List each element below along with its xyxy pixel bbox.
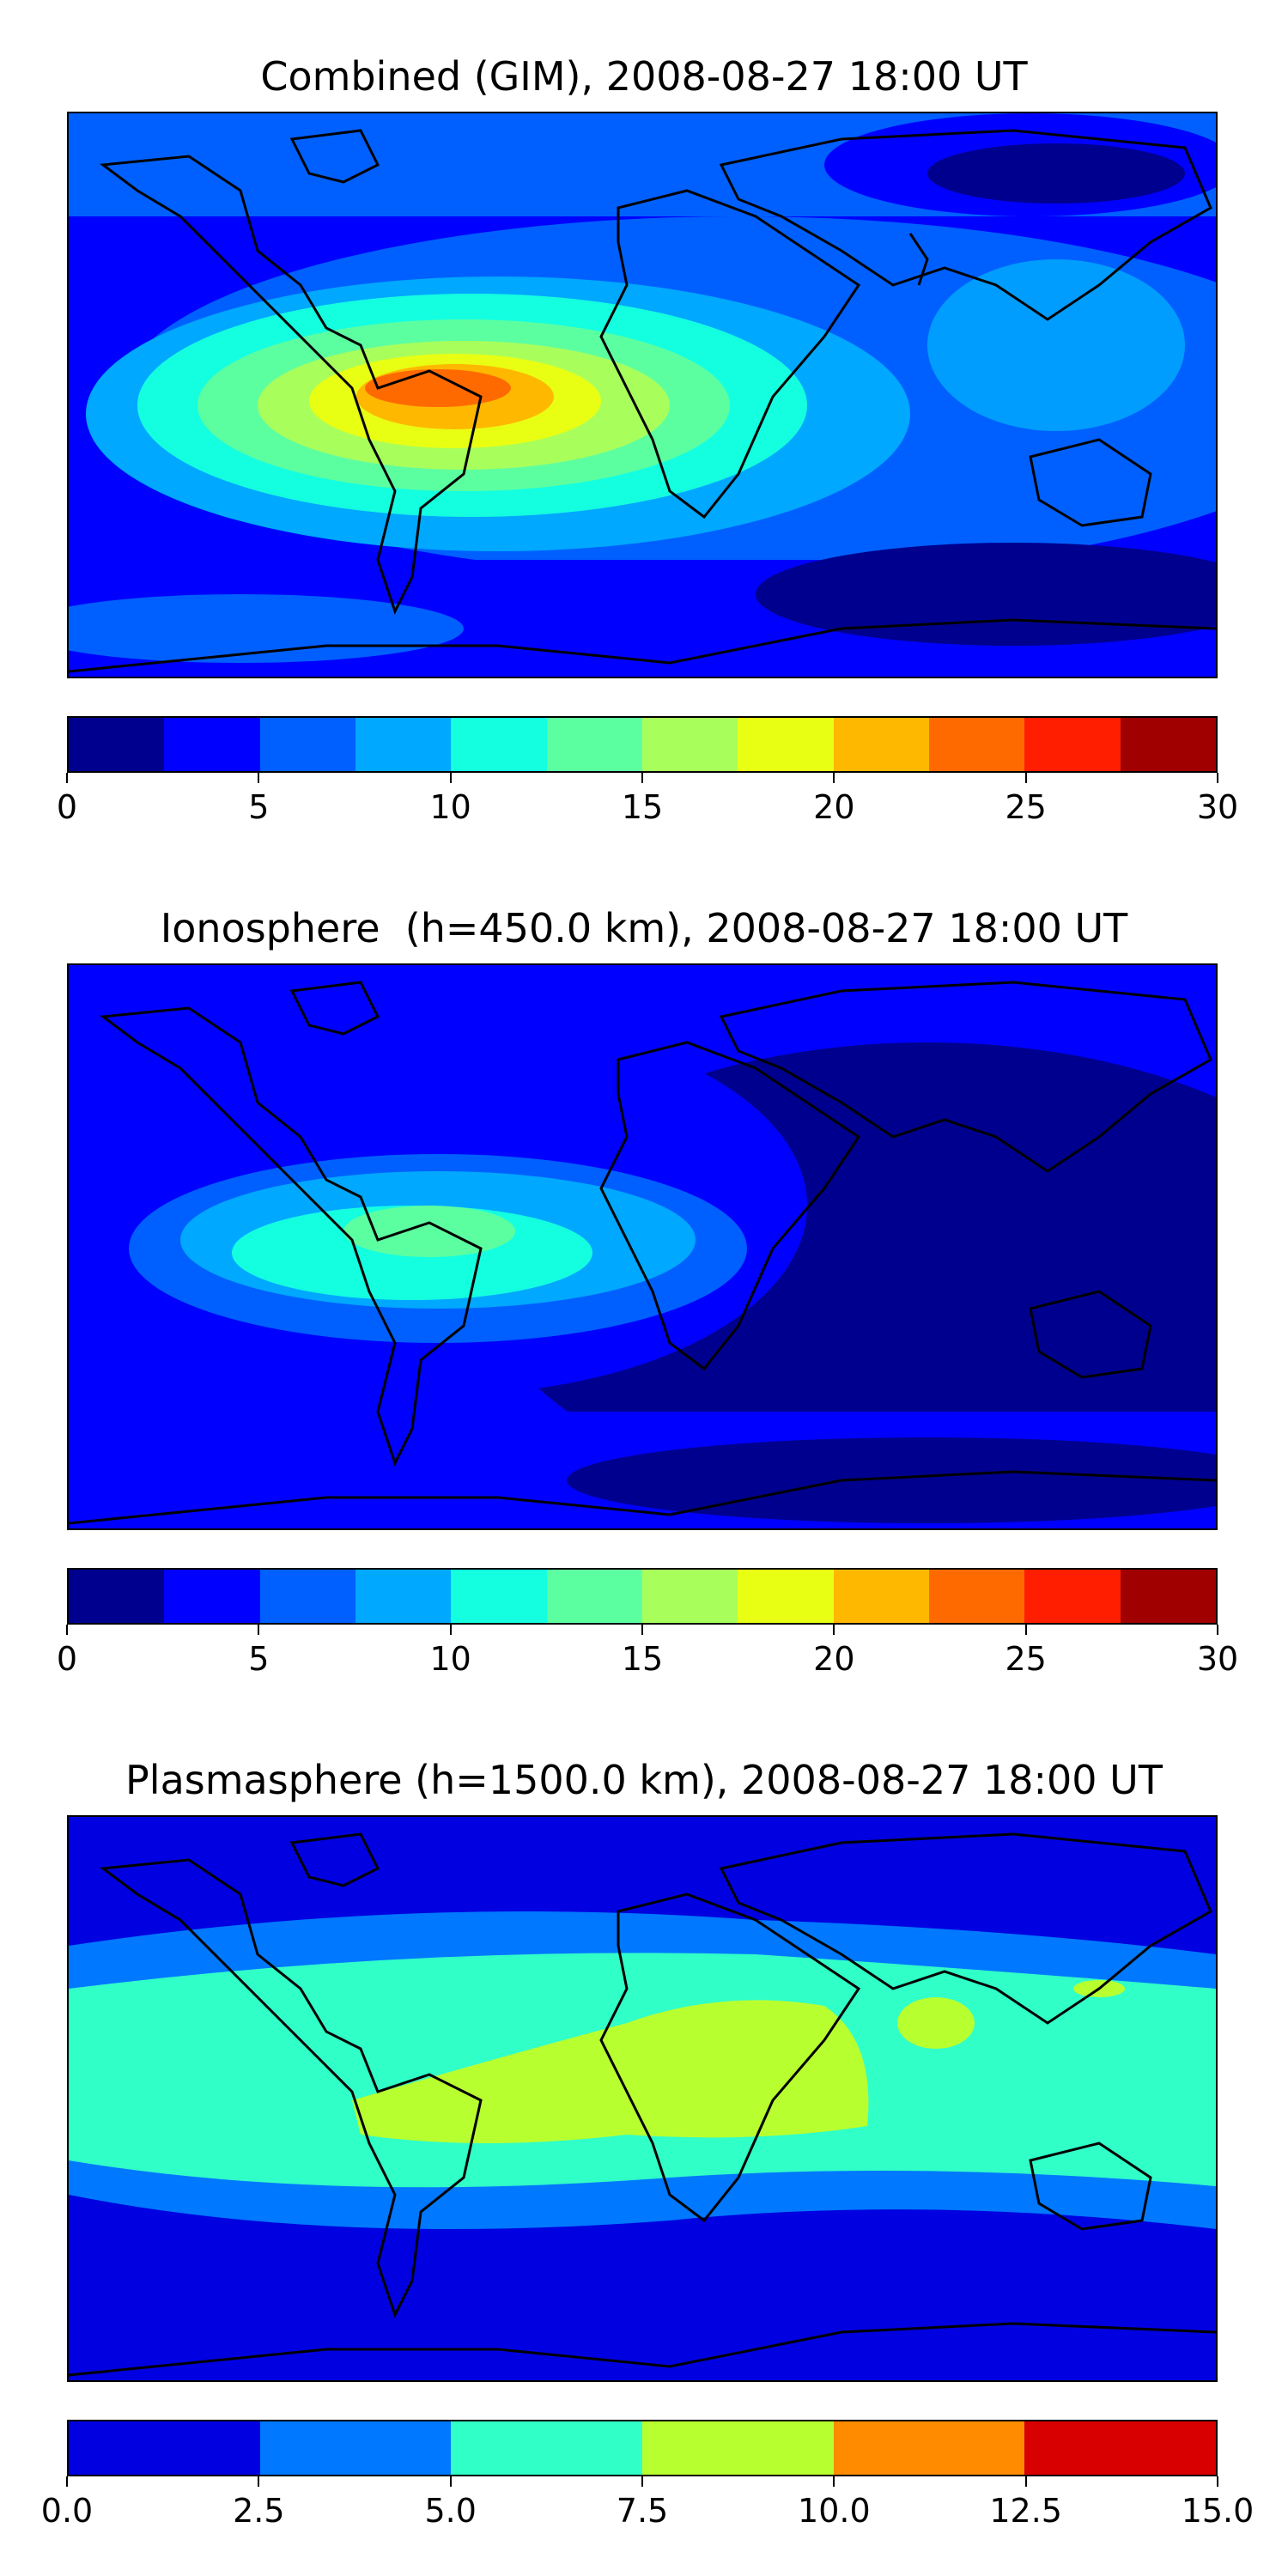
map-combined xyxy=(67,112,1218,678)
colorbar-tick-mark xyxy=(1217,2476,1218,2487)
map-title: Ionosphere (h=450.0 km), 2008-08-27 18:0… xyxy=(160,905,1128,951)
colorbar-segment xyxy=(1024,1570,1121,1623)
colorbar-segment xyxy=(928,1570,1025,1623)
colorbar-tick-mark xyxy=(641,2476,643,2487)
colorbar-combined xyxy=(67,716,1218,773)
colorbar-tick-mark xyxy=(1217,773,1218,783)
colorbar-tick-mark xyxy=(1024,773,1027,783)
colorbar-tick-mark xyxy=(258,1625,260,1635)
colorbar-segment xyxy=(738,1570,834,1623)
colorbar-ticks-ionosphere: 0 5 10 15 20 25 30 xyxy=(57,1625,1238,1678)
colorbar-segment xyxy=(69,718,165,771)
colorbar-tick-label: 5 xyxy=(248,788,270,826)
map-title: Combined (GIM), 2008-08-27 18:00 UT xyxy=(260,53,1028,100)
colorbar-tick-label: 7.5 xyxy=(616,2492,669,2530)
colorbar-tick-label: 2.5 xyxy=(233,2492,285,2530)
tec-map-ionosphere xyxy=(69,965,1216,1528)
colorbar-segment xyxy=(1120,1570,1216,1623)
colorbar-segment xyxy=(546,718,642,771)
colorbar-segment xyxy=(451,1570,547,1623)
colorbar-tick-mark xyxy=(641,1625,643,1635)
colorbar-segment xyxy=(546,1570,642,1623)
colorbar-segment xyxy=(451,718,547,771)
colorbar-tick-label: 12.5 xyxy=(989,2492,1062,2530)
colorbar-tick-label: 25 xyxy=(1005,1640,1047,1678)
colorbar-segment xyxy=(1024,2421,1217,2475)
colorbar-tick-mark xyxy=(1024,1625,1027,1635)
colorbar-tick-label: 20 xyxy=(813,788,855,826)
colorbar-segment xyxy=(738,718,834,771)
colorbar-tick-mark xyxy=(641,773,643,783)
colorbar-tick-label: 30 xyxy=(1196,788,1239,826)
colorbar-tick-mark xyxy=(258,2476,260,2487)
colorbar-tick-mark xyxy=(258,773,260,783)
map-ionosphere xyxy=(67,963,1218,1530)
colorbar-tick-mark xyxy=(66,2476,68,2487)
colorbar-tick-mark xyxy=(66,1625,68,1635)
colorbar-tick-mark xyxy=(449,1625,452,1635)
colorbar-segment xyxy=(164,718,260,771)
colorbar-tick-label: 0.0 xyxy=(40,2492,94,2530)
colorbar-tick-label: 15 xyxy=(621,788,664,826)
colorbar-segment xyxy=(1120,718,1216,771)
colorbar-tick-label: 30 xyxy=(1196,1640,1239,1678)
colorbar-segment xyxy=(833,718,929,771)
colorbar-tick-label: 10 xyxy=(429,1640,471,1678)
colorbar-segment xyxy=(259,718,355,771)
tec-map-plasmasphere xyxy=(69,1817,1216,2380)
colorbar-segment xyxy=(1024,718,1121,771)
colorbar-tick-label: 15 xyxy=(621,1640,664,1678)
colorbar-tick-mark xyxy=(1217,1625,1218,1635)
colorbar-segment xyxy=(259,2421,452,2475)
colorbar-segment xyxy=(259,1570,355,1623)
colorbar-tick-mark xyxy=(66,773,68,783)
colorbar-segment xyxy=(642,2421,834,2475)
tec-map-combined xyxy=(69,113,1216,677)
colorbar-plasmasphere xyxy=(67,2420,1218,2476)
colorbar-tick-mark xyxy=(449,2476,452,2487)
colorbar-tick-label: 5 xyxy=(248,1640,270,1678)
colorbar-tick-mark xyxy=(1024,2476,1027,2487)
colorbar-segment xyxy=(69,2421,260,2475)
colorbar-segment xyxy=(641,1570,738,1623)
colorbar-segment xyxy=(355,1570,452,1623)
colorbar-segment xyxy=(641,718,738,771)
colorbar-segment xyxy=(451,2421,643,2475)
colorbar-tick-mark xyxy=(833,2476,835,2487)
colorbar-tick-label: 25 xyxy=(1005,788,1047,826)
colorbar-tick-label: 0 xyxy=(56,1640,78,1678)
colorbar-tick-label: 0 xyxy=(56,788,78,826)
colorbar-tick-mark xyxy=(449,773,452,783)
colorbar-segment xyxy=(164,1570,260,1623)
colorbar-tick-label: 10 xyxy=(429,788,471,826)
colorbar-ticks-plasmasphere: 0.0 2.5 5.0 7.5 10.0 12.5 15.0 xyxy=(41,2476,1254,2530)
colorbar-tick-label: 20 xyxy=(813,1640,855,1678)
colorbar-segment xyxy=(355,718,452,771)
colorbar-segment xyxy=(69,1570,165,1623)
map-title: Plasmasphere (h=1500.0 km), 2008-08-27 1… xyxy=(125,1757,1163,1803)
colorbar-segment xyxy=(928,718,1025,771)
colorbar-segment xyxy=(833,1570,929,1623)
colorbar-ionosphere xyxy=(67,1568,1218,1625)
colorbar-tick-mark xyxy=(833,773,835,783)
colorbar-tick-mark xyxy=(833,1625,835,1635)
colorbar-segment xyxy=(833,2421,1025,2475)
colorbar-tick-label: 10.0 xyxy=(798,2492,871,2530)
map-plasmasphere xyxy=(67,1815,1218,2382)
colorbar-tick-label: 5.0 xyxy=(424,2492,477,2530)
colorbar-tick-label: 15.0 xyxy=(1181,2492,1255,2530)
colorbar-ticks-combined: 0 5 10 15 20 25 30 xyxy=(57,773,1238,826)
